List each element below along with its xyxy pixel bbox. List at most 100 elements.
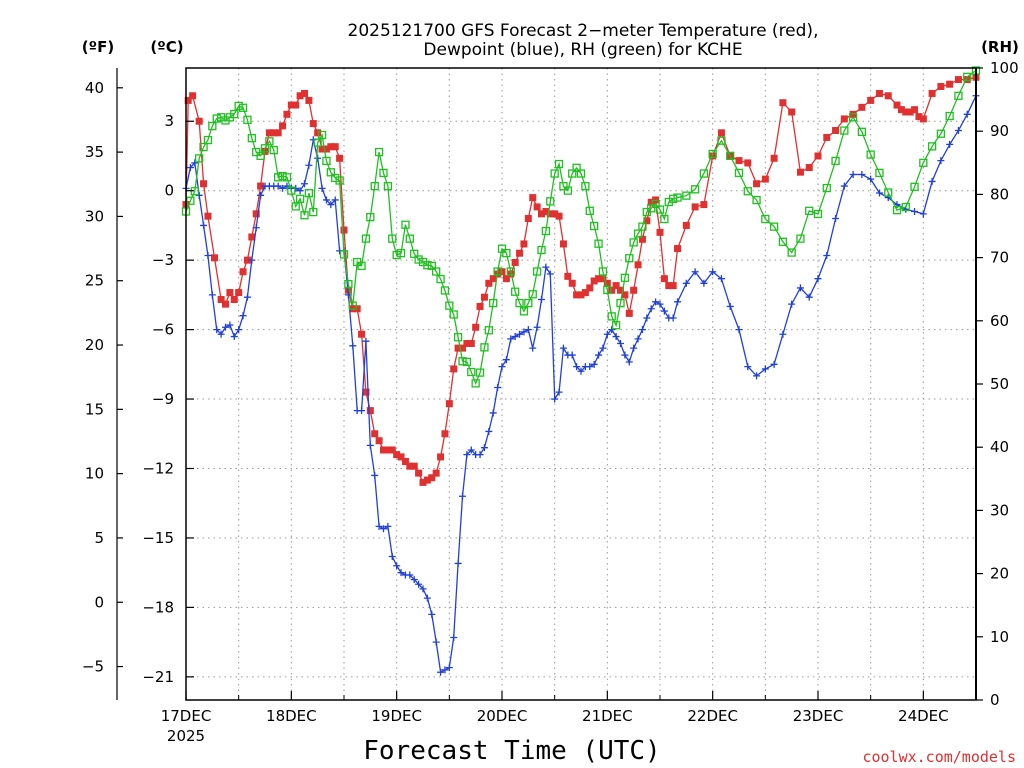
relative-humidity-line <box>185 69 977 386</box>
temperature-point <box>638 235 646 243</box>
dewpoint-point <box>595 351 603 359</box>
temperature-point <box>858 103 866 111</box>
temperature-point <box>314 129 322 137</box>
temperature-point <box>603 279 611 287</box>
temperature-point <box>235 289 243 297</box>
chart-title-line1: 2025121700 GFS Forecast 2−meter Temperat… <box>348 21 819 41</box>
rh-tick-label: 90 <box>990 122 1009 140</box>
temperature-point <box>322 145 330 153</box>
relative-humidity-point <box>208 121 217 131</box>
relative-humidity-point <box>611 321 621 330</box>
temperature-point <box>788 108 796 116</box>
dewpoint-point <box>832 214 840 222</box>
dewpoint-point <box>735 326 743 334</box>
relative-humidity-point <box>866 150 875 159</box>
relative-humidity-point <box>647 204 656 213</box>
temperature-point <box>358 330 366 338</box>
temperature-point <box>511 258 519 266</box>
dewpoint-point <box>388 552 396 560</box>
relative-humidity-point <box>199 142 208 152</box>
relative-humidity-point <box>638 222 647 231</box>
relative-humidity-point <box>625 254 634 263</box>
temperature-point <box>577 291 585 299</box>
relative-humidity-point <box>449 310 458 319</box>
dewpoint-point <box>717 275 725 283</box>
celsius-tick-label: −9 <box>152 390 174 408</box>
temperature-point <box>595 275 603 283</box>
rh-tick-label: 50 <box>990 375 1009 393</box>
temperature-point <box>875 89 883 97</box>
dewpoint-point <box>559 344 567 352</box>
dewpoint-point <box>538 296 545 304</box>
x-tick-sublabel: 2025 <box>167 727 205 745</box>
relative-humidity-point <box>493 267 502 276</box>
relative-humidity-point <box>840 126 849 135</box>
relative-humidity-point <box>374 147 384 157</box>
temperature-point <box>660 275 668 283</box>
temperature-point <box>366 407 374 415</box>
x-tick-label: 17DEC <box>161 707 212 725</box>
temperature-point <box>753 180 761 188</box>
dewpoint-point <box>911 208 919 216</box>
dewpoint-point <box>753 372 761 380</box>
relative-humidity-point <box>769 222 779 231</box>
relative-humidity-point <box>708 149 717 159</box>
x-tick-label: 21DEC <box>582 707 633 725</box>
relative-humidity-point <box>203 135 213 145</box>
temperature-point <box>559 240 567 248</box>
temperature-line <box>185 76 977 484</box>
temperature-point <box>211 254 219 262</box>
temperature-point <box>647 198 655 206</box>
relative-humidity-point <box>822 183 831 193</box>
dewpoint-point <box>919 210 927 218</box>
relative-humidity-point <box>813 209 823 219</box>
celsius-tick-label: −15 <box>142 529 174 547</box>
rh-tick-label: 70 <box>990 249 1009 267</box>
relative-humidity-point <box>304 188 314 198</box>
dewpoint-point <box>358 407 366 415</box>
dewpoint-point <box>507 335 515 343</box>
relative-humidity-point <box>379 168 388 178</box>
rh-tick-label: 80 <box>990 185 1009 203</box>
relative-humidity-point <box>669 194 678 203</box>
dewpoint-point <box>494 383 502 391</box>
relative-humidity-point <box>410 249 419 258</box>
dewpoint-point <box>586 363 594 371</box>
dewpoint-point <box>423 594 431 602</box>
temperature-point <box>840 115 848 123</box>
relative-humidity-point <box>796 234 805 243</box>
dewpoint-point <box>415 580 423 588</box>
relative-humidity-point <box>313 138 322 147</box>
temperature-point <box>485 279 493 287</box>
relative-humidity-point <box>243 115 252 124</box>
dewpoint-point <box>669 314 677 322</box>
relative-humidity-point <box>559 182 568 191</box>
dewpoint-point <box>700 279 708 287</box>
relative-humidity-point <box>673 193 682 202</box>
dewpoint-point <box>744 363 752 371</box>
relative-humidity-point <box>484 326 493 335</box>
relative-humidity-point <box>471 379 480 388</box>
relative-humidity-point <box>195 154 204 163</box>
dewpoint-point <box>546 270 554 278</box>
temperature-point <box>248 233 256 241</box>
temperature-point <box>301 89 308 97</box>
temperature-point <box>717 129 725 137</box>
x-tick-label: 24DEC <box>898 707 949 725</box>
temperature-point <box>292 101 300 109</box>
relative-humidity-point <box>432 267 441 276</box>
relative-humidity-point <box>515 298 524 308</box>
relative-humidity-point <box>884 188 893 197</box>
relative-humidity-point <box>607 312 616 321</box>
dewpoint-point <box>217 330 225 338</box>
relative-humidity-point <box>506 267 515 276</box>
temperature-point <box>252 210 260 218</box>
temperature-point <box>480 293 488 301</box>
relative-humidity-point <box>392 250 401 260</box>
temperature-point <box>419 478 427 486</box>
x-tick-label: 23DEC <box>793 707 844 725</box>
relative-humidity-point <box>480 343 489 352</box>
dewpoint-point <box>634 335 642 343</box>
temperature-point <box>937 83 945 91</box>
